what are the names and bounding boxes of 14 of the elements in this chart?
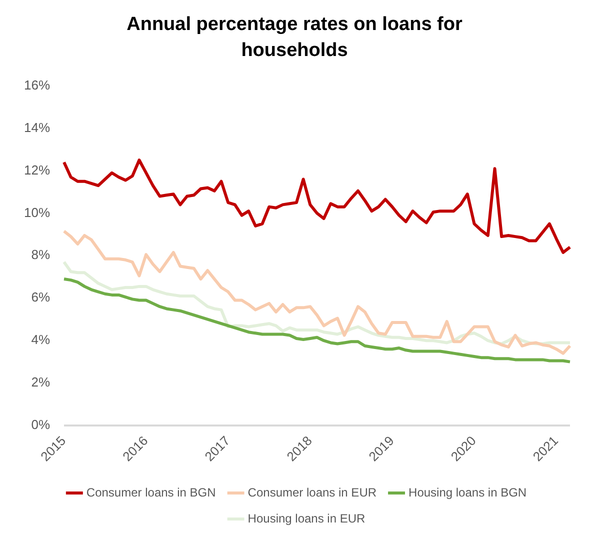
- y-tick-label: 10%: [24, 204, 50, 220]
- y-tick-label: 16%: [24, 77, 50, 92]
- legend-label: Housing loans in BGN: [408, 485, 527, 500]
- legend-label: Consumer loans in EUR: [248, 485, 377, 500]
- y-tick-label: 14%: [24, 120, 50, 135]
- y-tick-label: 0%: [31, 417, 50, 432]
- legend-label: Consumer loans in BGN: [86, 485, 216, 500]
- y-tick-label: 12%: [24, 162, 50, 178]
- y-tick-label: 2%: [31, 374, 50, 390]
- y-tick-label: 8%: [31, 247, 50, 262]
- y-tick-label: 6%: [31, 290, 50, 305]
- legend-label: Housing loans in EUR: [248, 511, 366, 526]
- y-tick-label: 4%: [31, 332, 50, 348]
- chart-title: Annual percentage rates on loans for households: [126, 13, 464, 63]
